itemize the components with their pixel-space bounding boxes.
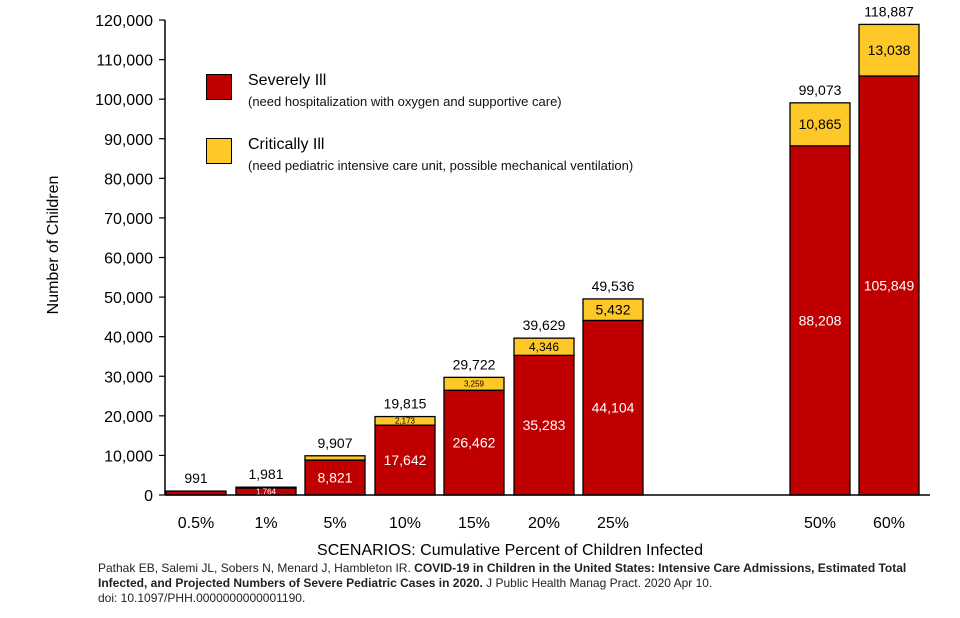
legend-critically-ill-label: Critically Ill	[248, 136, 325, 153]
citation: Pathak EB, Salemi JL, Sobers N, Menard J…	[98, 561, 938, 606]
bar-total-label: 1,981	[248, 466, 283, 482]
bar-value-label: 44,104	[592, 400, 635, 416]
y-tick-label: 70,000	[104, 211, 153, 228]
bar-value-label: 3,259	[464, 380, 485, 389]
bar-segment-critically-ill	[582, 298, 644, 322]
x-tick-label: 20%	[528, 515, 560, 532]
x-axis-title: SCENARIOS: Cumulative Percent of Childre…	[317, 542, 703, 559]
bar-value-label: 88,208	[799, 312, 842, 328]
bar-segment-severely-ill	[858, 75, 920, 496]
bar-segment-critically-ill	[374, 415, 436, 426]
y-tick-label: 30,000	[104, 369, 153, 386]
bar-segment-critically-ill	[858, 23, 920, 77]
y-tick-label: 80,000	[104, 171, 153, 188]
legend-critically-ill-swatch	[206, 138, 232, 164]
data-labels: 991 1,764 1,981 8,821 9,907 17,642 2,173 19,815…	[184, 3, 914, 496]
citation-title: COVID-19 in Children in the United State…	[98, 561, 907, 590]
bar-value-label: 17,642	[384, 452, 427, 468]
x-axis-ticks: 0.5% 1% 5% 10% 15% 20% 25% 50% 60%	[178, 515, 905, 532]
y-tick-label: 0	[144, 488, 153, 505]
bar-value-label: 1,764	[256, 487, 277, 496]
x-tick-label: 15%	[458, 515, 490, 532]
citation-journal: J Public Health Manag Pract. 2020 Apr 10…	[486, 576, 713, 590]
bar-value-label: 13,038	[868, 42, 911, 58]
bar-value-label: 5,432	[595, 302, 630, 318]
y-tick-label: 100,000	[95, 92, 153, 109]
bar-total-label: 118,887	[864, 3, 914, 19]
bar-segment-severely-ill	[443, 389, 505, 496]
bar-value-label: 26,462	[453, 435, 496, 451]
x-tick-label: 25%	[597, 515, 629, 532]
citation-authors: Pathak EB, Salemi JL, Sobers N, Menard J…	[98, 561, 411, 575]
bar-segment-severely-ill	[789, 145, 851, 496]
legend-severely-ill-label: Severely Ill	[248, 72, 327, 89]
y-tick-label: 10,000	[104, 448, 153, 465]
bar-total-label: 49,536	[592, 278, 635, 294]
bar-segment-critically-ill	[304, 455, 366, 461]
bar-value-label: 2,173	[395, 417, 416, 426]
y-tick-label: 120,000	[95, 13, 153, 30]
bar-value-label: 35,283	[523, 417, 566, 433]
stacked-bar-chart: 0 10,000 20,000 30,000 40,000 50,000 60,000 70,…	[45, 3, 930, 559]
x-tick-label: 50%	[804, 515, 836, 532]
legend-severely-ill-description: (need hospitalization with oxygen and su…	[248, 94, 562, 109]
bar-segment-severely-ill	[374, 424, 436, 496]
bar-value-label: 4,346	[529, 340, 559, 354]
x-tick-label: 5%	[323, 515, 346, 532]
bar-total-label: 9,907	[317, 435, 352, 451]
x-tick-label: 60%	[873, 515, 905, 532]
bar-value-label: 8,821	[317, 469, 352, 485]
bars	[165, 23, 920, 496]
y-tick-label: 60,000	[104, 251, 153, 268]
legend-severely-ill-swatch	[206, 74, 232, 100]
bar-segment-critically-ill	[443, 376, 505, 391]
y-axis-title: Number of Children	[45, 176, 62, 315]
y-tick-label: 110,000	[96, 53, 153, 70]
x-tick-label: 10%	[389, 515, 421, 532]
bar-segment-severely-ill	[513, 354, 575, 496]
bar-segment-severely-ill	[582, 319, 644, 496]
bar-total-label: 99,073	[799, 82, 842, 98]
bar-total-label: 39,629	[523, 317, 566, 333]
y-tick-label: 20,000	[104, 409, 153, 426]
citation-doi: doi: 10.1097/PHH.0000000000001190.	[98, 591, 306, 605]
bar-total-label: 29,722	[453, 356, 496, 372]
y-tick-label: 90,000	[104, 132, 153, 149]
y-axis-ticks: 0 10,000 20,000 30,000 40,000 50,000 60,000 70,…	[95, 13, 165, 505]
bar-segment-critically-ill	[235, 486, 297, 489]
x-tick-label: 1%	[254, 515, 277, 532]
y-tick-label: 50,000	[104, 290, 153, 307]
bar-segment-critically-ill	[513, 337, 575, 356]
x-tick-label: 0.5%	[178, 515, 214, 532]
y-tick-label: 40,000	[104, 330, 153, 347]
bar-total-label: 19,815	[384, 396, 427, 412]
legend-critically-ill-description: (need pediatric intensive care unit, pos…	[248, 158, 634, 173]
bar-value-label: 10,865	[799, 116, 842, 132]
bar-value-label: 105,849	[864, 277, 915, 293]
bar-total-label: 991	[184, 470, 208, 486]
bar-segment-critically-ill	[789, 102, 851, 147]
